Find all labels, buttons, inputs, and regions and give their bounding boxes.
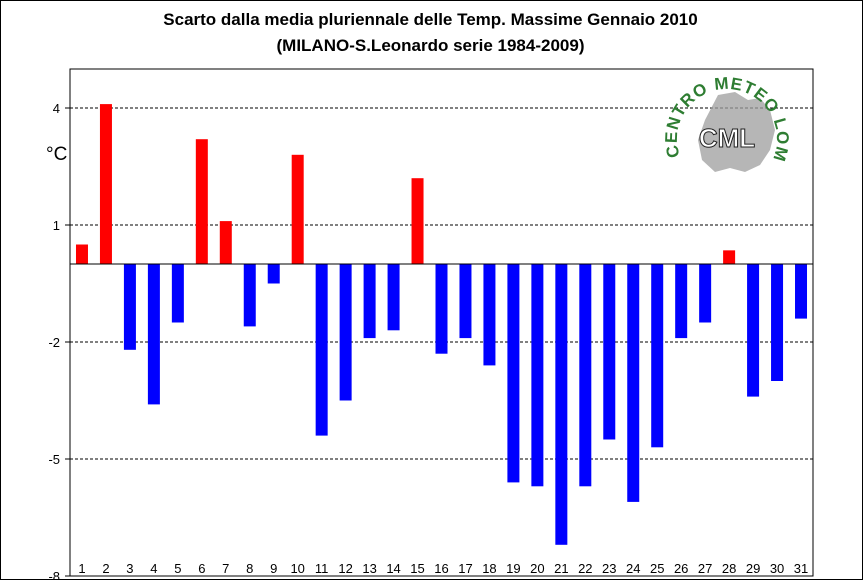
bar (699, 264, 712, 323)
bar (651, 264, 664, 448)
bar (195, 139, 208, 264)
bar (603, 264, 616, 440)
plot-border (69, 68, 814, 577)
bar (219, 221, 232, 264)
x-tick-label: 4 (150, 561, 157, 576)
bar (363, 264, 376, 339)
y-tick-label: 4 (53, 101, 60, 116)
bar (747, 264, 760, 397)
x-tick-label: 14 (386, 561, 400, 576)
bar (771, 264, 784, 381)
bar (579, 264, 592, 487)
bar (171, 264, 184, 323)
bar (339, 264, 352, 401)
bar (459, 264, 472, 339)
x-tick-label: 8 (246, 561, 253, 576)
logo-arc-text: CENTRO METEO LOMBARDO (0, 0, 792, 164)
x-tick-label: 30 (770, 561, 784, 576)
chart-subtitle: (MILANO-S.Leonardo serie 1984-2009) (276, 36, 585, 55)
bar (531, 264, 544, 487)
bar (483, 264, 496, 366)
bar (315, 264, 328, 436)
x-tick-label: 3 (126, 561, 133, 576)
bar (243, 264, 256, 327)
x-tick-label: 17 (458, 561, 472, 576)
bar (99, 104, 112, 264)
bar (147, 264, 160, 405)
x-tick-label: 13 (362, 561, 376, 576)
y-tick-label: -2 (48, 335, 60, 350)
bar (435, 264, 448, 354)
x-tick-label: 5 (174, 561, 181, 576)
x-tick-label: 9 (270, 561, 277, 576)
bar (411, 178, 424, 264)
x-tick-label: 28 (722, 561, 736, 576)
bar (387, 264, 400, 331)
bar (675, 264, 688, 339)
x-tick-label: 15 (410, 561, 424, 576)
y-tick-label: -5 (48, 452, 60, 467)
x-tick-label: 25 (650, 561, 664, 576)
bar (507, 264, 520, 483)
lombardy-map-icon (698, 92, 775, 172)
x-tick-label: 26 (674, 561, 688, 576)
x-tick-label: 22 (578, 561, 592, 576)
x-tick-label: 18 (482, 561, 496, 576)
bar (555, 264, 568, 545)
x-tick-label: 29 (746, 561, 760, 576)
x-tick-label: 23 (602, 561, 616, 576)
bar (267, 264, 280, 284)
bar (291, 154, 304, 264)
x-tick-label: 12 (338, 561, 352, 576)
x-tick-label: 11 (315, 561, 329, 576)
x-tick-label: 16 (434, 561, 448, 576)
x-tick-label: 7 (222, 561, 229, 576)
y-tick-label: 1 (53, 218, 60, 233)
bar (627, 264, 640, 502)
x-tick-label: 31 (794, 561, 808, 576)
x-tick-label: 10 (290, 561, 304, 576)
y-axis-unit-label: °C (46, 144, 68, 165)
x-tick-label: 19 (506, 561, 520, 576)
x-tick-label: 1 (78, 561, 85, 576)
x-tick-label: 2 (102, 561, 109, 576)
x-tick-label: 6 (198, 561, 205, 576)
bar (723, 250, 736, 264)
logo-center-text: CML (699, 123, 755, 153)
bar (795, 264, 808, 319)
x-tick-label: 24 (626, 561, 640, 576)
chart-title: Scarto dalla media pluriennale delle Tem… (163, 10, 698, 29)
y-tick-label: -8 (48, 569, 60, 580)
x-tick-label: 20 (530, 561, 544, 576)
bar (123, 264, 136, 350)
x-tick-label: 27 (698, 561, 712, 576)
bar (75, 244, 88, 264)
x-tick-label: 21 (554, 561, 568, 576)
